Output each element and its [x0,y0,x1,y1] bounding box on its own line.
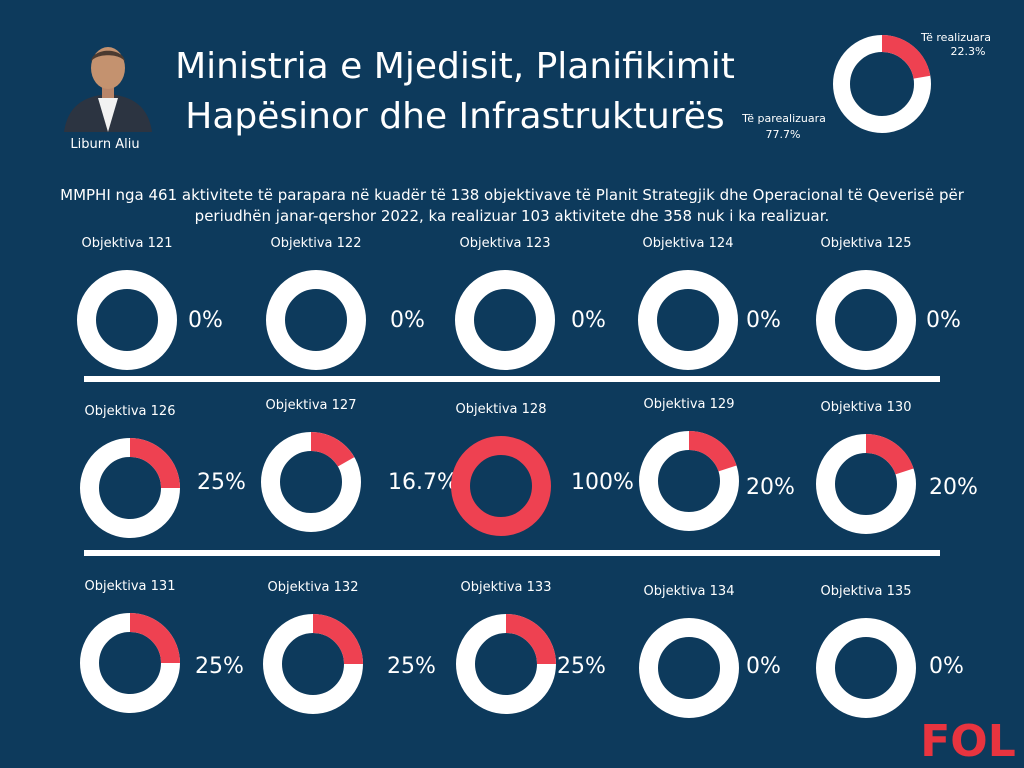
fol-logo: FOL [920,716,1016,764]
objective-label: Objektiva 122 [270,236,362,251]
objective-label: Objektiva 123 [459,236,551,251]
row-divider [84,550,940,556]
objective-value: 25% [195,654,244,679]
objective-donut [80,438,180,538]
objective-realized-arc [310,432,355,467]
objective-value: 0% [188,308,223,333]
objective-value: 100% [571,470,634,495]
objective-donut [263,614,363,714]
objective-label: Objektiva 126 [84,404,176,419]
objective-ring [816,618,916,718]
objective-label: Objektiva 133 [460,580,552,595]
legend-unrealized-value: 77.7% [766,128,801,141]
objective-ring [451,436,551,536]
objective-ring [638,270,738,370]
objective-label: Objektiva 130 [820,400,912,415]
objective-donut [266,270,366,370]
objective-realized-arc [129,613,180,664]
objective-label: Objektiva 129 [643,397,735,412]
objective-label: Objektiva 132 [267,580,359,595]
fol-logo-text: FOL [920,716,1016,764]
objective-label: Objektiva 127 [265,398,357,413]
person-name: Liburn Aliu [70,137,140,152]
objective-value: 16.7% [388,470,458,495]
objective-label: Objektiva 134 [643,584,735,599]
objective-donut [638,270,738,370]
objective-value: 0% [926,308,961,333]
objective-value: 25% [197,470,246,495]
objective-donut [77,270,177,370]
objective-donut [261,432,361,532]
objective-value: 0% [746,308,781,333]
objective-label: Objektiva 135 [820,584,912,599]
objective-donut [451,436,551,536]
objective-donut [816,270,916,370]
objective-ring [639,618,739,718]
page-title: Ministria e Mjedisit, Planifikimit Hapës… [170,42,740,142]
objective-label: Objektiva 125 [820,236,912,251]
objective-value: 0% [929,654,964,679]
objective-label: Objektiva 121 [81,236,173,251]
objective-donut [455,270,555,370]
objective-label: Objektiva 131 [84,579,176,594]
summary-text-line-1: MMPHI nga 461 aktivitete të parapara në … [60,186,964,204]
objective-realized-arc [129,438,180,489]
objective-value: 0% [746,654,781,679]
summary-text-line-2: periudhën janar-qershor 2022, ka realizu… [194,207,830,225]
objective-value: 0% [571,308,606,333]
title-line-1: Ministria e Mjedisit, Planifikimit [175,46,735,87]
objective-ring [455,270,555,370]
objective-label: Objektiva 124 [642,236,734,251]
objective-label: Objektiva 128 [455,402,547,417]
avatar [64,47,152,132]
objective-realized-arc [505,614,556,665]
objective-donut [639,431,739,531]
objective-value: 20% [746,475,795,500]
objective-value: 20% [929,475,978,500]
objective-ring [816,270,916,370]
row-divider [84,376,940,382]
objective-value: 25% [557,654,606,679]
summary-text: MMPHI nga 461 aktivitete të parapara në … [30,185,994,227]
objective-value: 25% [387,654,436,679]
objective-value: 0% [390,308,425,333]
objective-realized-arc [688,431,737,472]
objective-donut [456,614,556,714]
objective-donut [816,434,916,534]
summary-donut-chart: Të realizuara 22.3% Të parealizuara 77.7… [741,31,991,141]
objective-realized-arc [312,614,363,665]
objective-donut [80,613,180,713]
objective-ring [77,270,177,370]
objective-donut [639,618,739,718]
objective-donut [816,618,916,718]
objective-ring [266,270,366,370]
objective-realized-arc [865,434,914,475]
legend-realized-label: Të realizuara [920,31,991,44]
legend-unrealized-label: Të parealizuara [741,112,826,125]
legend-realized-value: 22.3% [951,45,986,58]
summary-realized-arc [881,35,931,80]
title-line-2: Hapësinor dhe Infrastrukturës [185,96,725,137]
